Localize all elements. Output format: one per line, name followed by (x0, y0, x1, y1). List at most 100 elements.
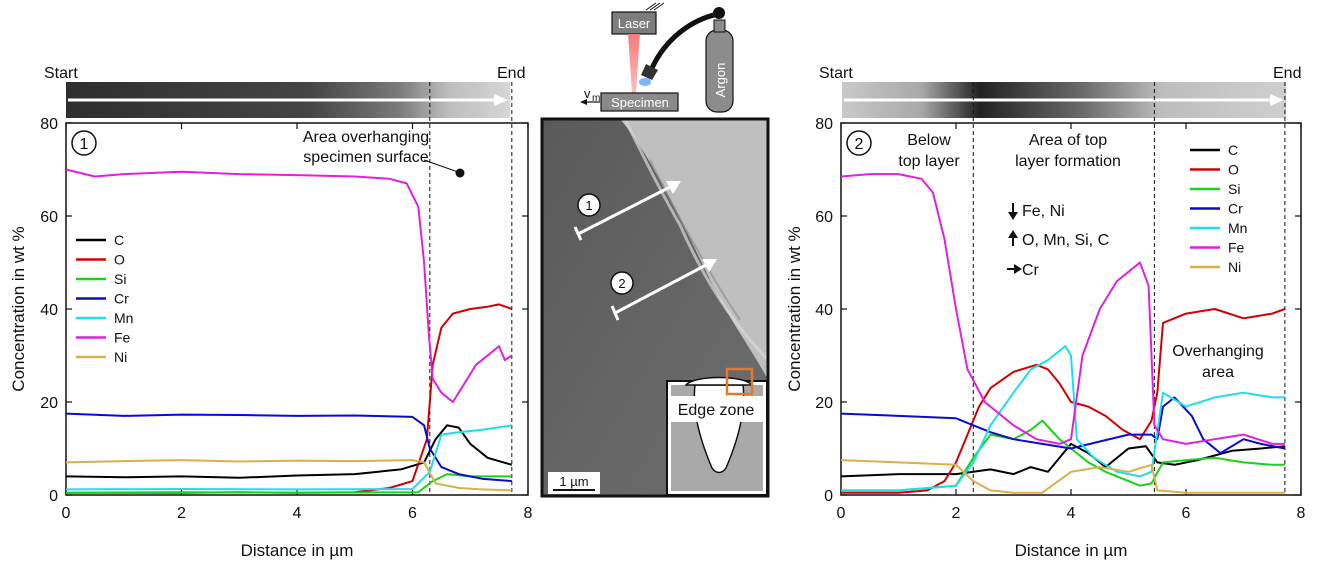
y-tick-label: 40 (815, 302, 833, 319)
y-tick-label: 0 (824, 488, 833, 505)
legend-label-o: O (1228, 162, 1239, 178)
y-tick-label: 0 (49, 488, 58, 505)
series-line-fe (65, 168, 513, 403)
series-line-o (841, 308, 1286, 494)
scan-marker-2 (610, 271, 634, 295)
annotation-line-1: Area overhanging (303, 129, 429, 146)
scan-arrow-head (1270, 94, 1284, 106)
trend-up-icon (1008, 230, 1018, 246)
legend-label-cr: Cr (114, 291, 129, 307)
panel-marker (846, 130, 872, 156)
x-tick-label: 6 (1182, 505, 1191, 522)
y-tick-label: 40 (40, 302, 58, 319)
y-axis-label: Concentration in wt % (785, 226, 804, 391)
velocity-arrow-head (580, 99, 587, 105)
sem-edge-texture (649, 159, 741, 321)
series-line-fe (840, 173, 1285, 445)
x-tick-label: 0 (837, 505, 846, 522)
trend-label-up: O, Mn, Si, C (1022, 232, 1109, 249)
series-line-mn (65, 424, 512, 491)
trend-label-down: Fe, Ni (1022, 203, 1065, 220)
argon-label: Argon (713, 63, 728, 98)
x-tick-label: 4 (1067, 505, 1076, 522)
legend-label-si: Si (114, 271, 126, 287)
edge-zone-highlight-box (725, 367, 754, 396)
region-label-below-2: top layer (898, 153, 960, 170)
x-tick-label: 8 (1297, 505, 1306, 522)
strip-start-label: Start (819, 65, 853, 82)
y-tick-label: 60 (40, 209, 58, 226)
valve-knob (713, 7, 725, 19)
strip-end-label: End (497, 65, 525, 82)
velocity-subscript: m (592, 93, 600, 104)
argon-valve (713, 19, 726, 33)
scan-arrow-head (494, 94, 508, 106)
scan-marker-2-label: 2 (618, 276, 625, 291)
series-line-ni (65, 459, 512, 492)
y-tick-label: 80 (40, 116, 58, 133)
legend-label-si: Si (1228, 181, 1240, 197)
annotation-dot (455, 168, 465, 178)
legend-label-fe: Fe (1228, 240, 1245, 256)
series-line-cr (840, 396, 1286, 455)
velocity-label: v (584, 86, 591, 101)
y-tick-label: 60 (815, 209, 833, 226)
panel-marker-label: 2 (855, 136, 864, 153)
x-tick-label: 2 (177, 505, 186, 522)
x-axis-label: Distance in µm (241, 541, 354, 560)
legend: CO Si Cr Mn Fe Ni (1190, 142, 1247, 275)
specimen-block (600, 92, 679, 112)
x-tick-label: 0 (62, 505, 71, 522)
scan-line-1-start (573, 226, 583, 241)
series-line-ni (840, 459, 1285, 494)
legend-label-cr: Cr (1228, 201, 1243, 217)
specimen-label: Specimen (611, 95, 669, 110)
annotation-line-2: specimen surface (303, 149, 428, 166)
scan-line-2 (614, 262, 709, 315)
y-tick-label: 20 (40, 395, 58, 412)
series-line-c (65, 424, 513, 479)
scan-marker-1-label: 1 (585, 198, 592, 213)
x-tick-label: 4 (293, 505, 302, 522)
panel-marker-label: 1 (80, 136, 89, 153)
scale-bar-label: 1 µm (559, 474, 588, 489)
trend-label-right: Cr (1022, 262, 1040, 279)
panel-marker (71, 130, 97, 156)
y-tick-label: 20 (815, 395, 833, 412)
sem-image: 1 2 1 µm Edge zone (540, 117, 770, 498)
edge-zone-label-box (669, 396, 764, 422)
gas-hose (649, 11, 719, 70)
x-axis-label: Distance in µm (1015, 541, 1128, 560)
y-axis-label: Concentration in wt % (9, 226, 28, 391)
scan-line-1 (577, 184, 673, 236)
y-tick-label: 80 (815, 116, 833, 133)
region-label-formation-1: Area of top (1029, 132, 1107, 149)
series-line-c (840, 442, 1285, 478)
strip-start-label: Start (44, 65, 78, 82)
region-label-overhang-1: Overhanging (1172, 343, 1264, 360)
region-label-bg (1164, 336, 1272, 382)
argon-flow (639, 78, 651, 86)
x-tick-label: 2 (952, 505, 961, 522)
scan-line-2-head (702, 259, 717, 272)
scale-bar-box (548, 472, 600, 494)
legend-label-ni: Ni (1228, 259, 1241, 275)
legend-label-fe: Fe (114, 330, 131, 346)
series-line-mn (841, 345, 1285, 492)
series-line-o (66, 303, 513, 494)
gas-nozzle (641, 64, 658, 80)
process-schematic: Laser Specimen v m Argon (580, 2, 734, 113)
legend-label-ni: Ni (114, 349, 127, 365)
scan-marker-1 (577, 193, 601, 217)
laser-emission-icon (645, 2, 665, 11)
trend-down-icon (1008, 203, 1018, 220)
x-tick-label: 6 (408, 505, 417, 522)
strip-end-label: End (1273, 65, 1301, 82)
laser-label: Laser (618, 16, 651, 31)
series-line-cr (65, 412, 512, 483)
region-label-overhang-2: area (1202, 364, 1234, 381)
laser-beam (628, 34, 640, 93)
